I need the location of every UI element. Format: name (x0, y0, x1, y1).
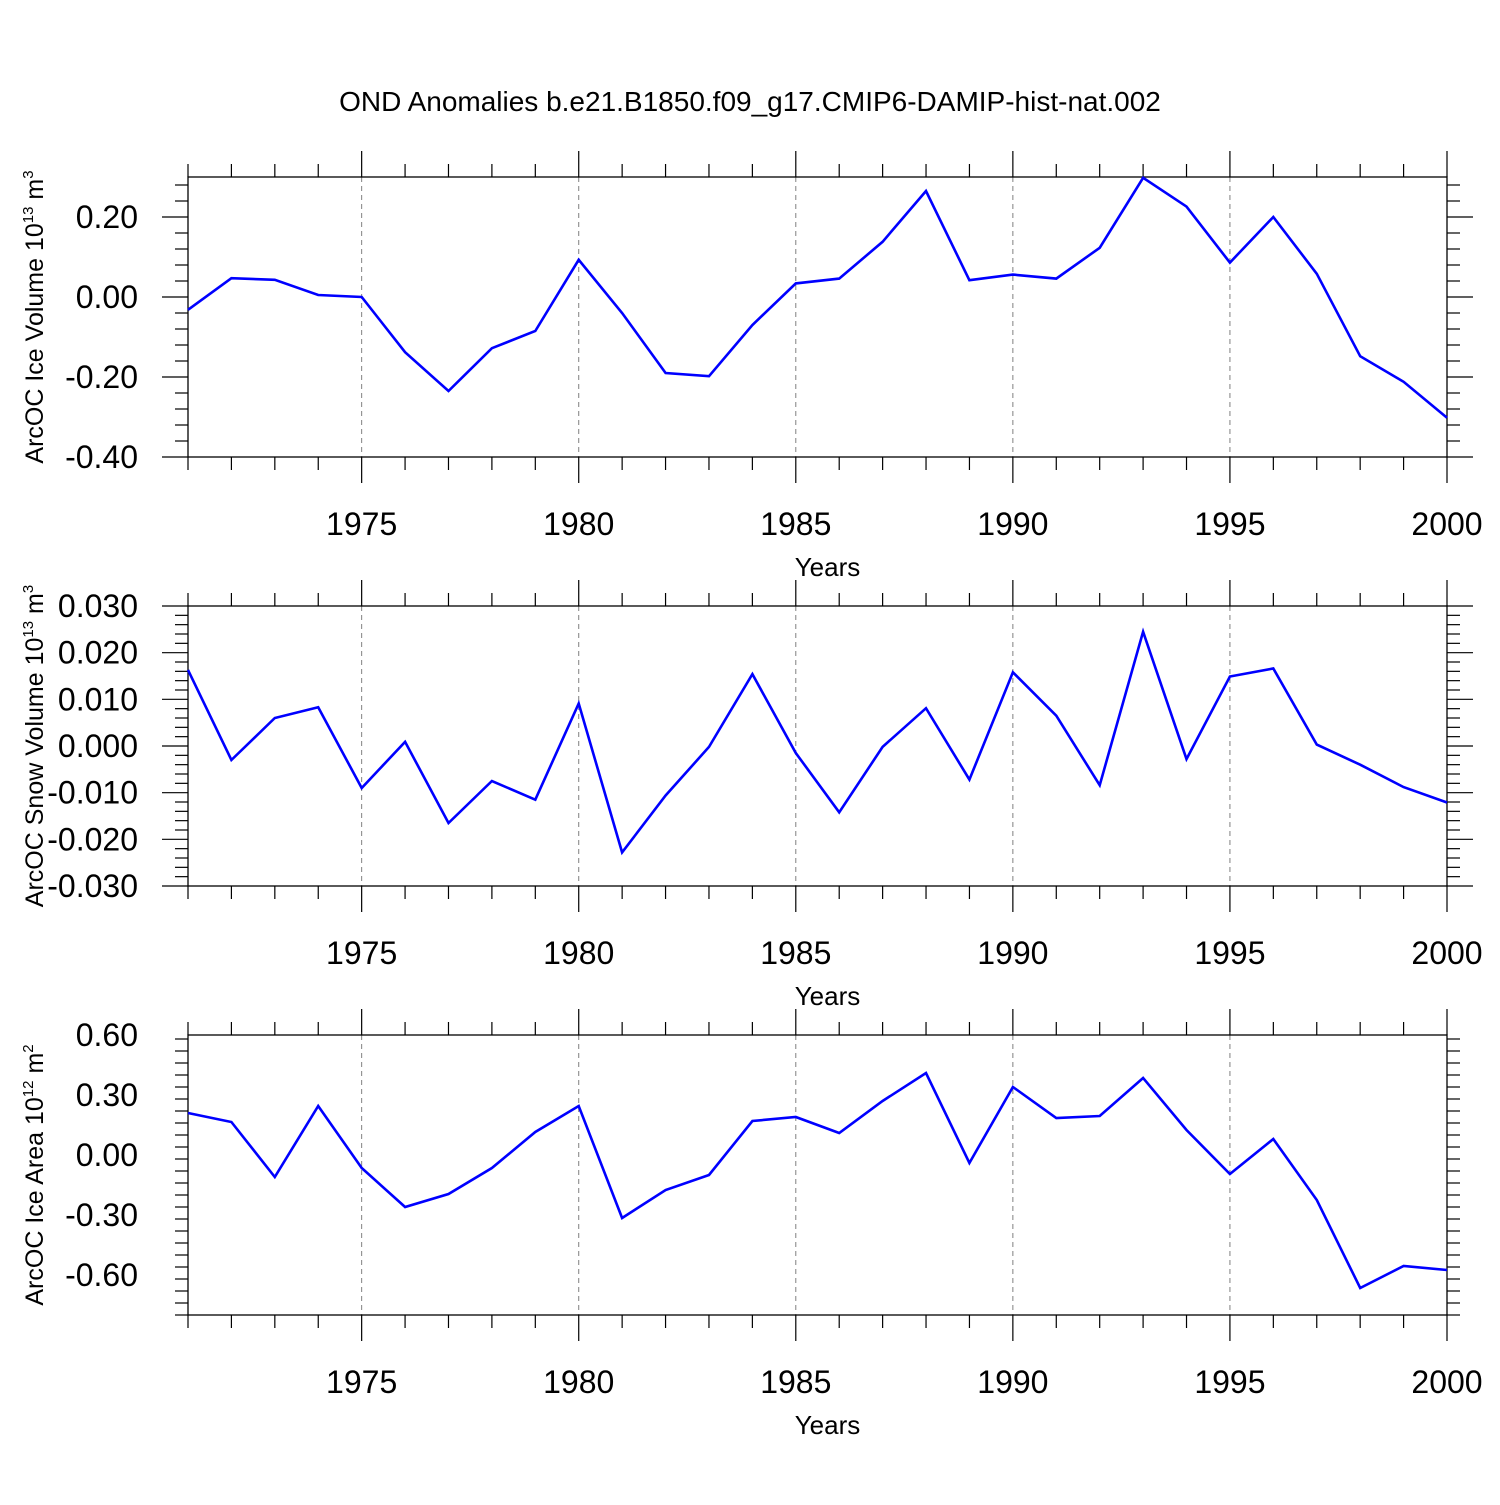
chart-title: OND Anomalies b.e21.B1850.f09_g17.CMIP6-… (339, 86, 1161, 117)
y-tick-label--0.030: -0.030 (47, 868, 138, 904)
series-line (186, 627, 1448, 856)
x-tick-label-1980: 1980 (543, 506, 614, 542)
x-tick-label-1975: 1975 (326, 935, 397, 971)
y-axis-title-exponent: 13 (20, 207, 37, 224)
y-axis-title-main: ArcOC Ice Volume 10 (21, 223, 49, 463)
x-tick-label-1995: 1995 (1194, 1364, 1265, 1400)
x-tick-label-1985: 1985 (760, 506, 831, 542)
y-axis-title: ArcOC Ice Volume 1013 m3 (20, 170, 49, 463)
y-axis-title-unit-exponent: 3 (20, 585, 37, 593)
y-tick-label-0.20: 0.20 (76, 199, 138, 235)
x-tick-label-1985: 1985 (760, 1364, 831, 1400)
x-tick-label-1995: 1995 (1194, 506, 1265, 542)
y-tick-label-0.00: 0.00 (76, 1137, 138, 1173)
x-tick-label-1975: 1975 (326, 506, 397, 542)
x-tick-label-2000: 2000 (1411, 935, 1482, 971)
series-line (187, 175, 1448, 419)
y-axis-title: ArcOC Ice Area 1012 m2 (20, 1044, 49, 1305)
x-tick-label-2000: 2000 (1411, 506, 1482, 542)
x-tick-label-1990: 1990 (977, 1364, 1048, 1400)
x-tick-label-1995: 1995 (1194, 935, 1265, 971)
panel-3: 1975 1980 1985 1990 1995 2000 Years -0.60 -0.30 0… (20, 1009, 1483, 1440)
y-tick-label--0.20: -0.20 (65, 359, 138, 395)
y-axis-title-main: ArcOC Snow Volume 10 (21, 638, 49, 908)
plot-frame (187, 176, 1448, 458)
plot-frame (187, 1034, 1448, 1316)
y-tick-label-0.30: 0.30 (76, 1077, 138, 1113)
x-axis-title: Years (795, 981, 861, 1011)
y-tick-label-0.00: 0.00 (76, 279, 138, 315)
y-tick-label--0.010: -0.010 (47, 775, 138, 811)
x-axis-title: Years (795, 1410, 861, 1440)
plot-frame (187, 605, 1448, 887)
x-tick-label-1990: 1990 (977, 506, 1048, 542)
x-tick-label-1985: 1985 (760, 935, 831, 971)
y-axis-title-exponent: 13 (20, 621, 37, 638)
y-axis-title-exponent: 12 (20, 1081, 37, 1098)
y-tick-label-0.020: 0.020 (58, 635, 138, 671)
y-tick-label--0.020: -0.020 (47, 821, 138, 857)
y-axis-title-unit: m (21, 179, 49, 207)
panel-1: 1975 1980 1985 1990 1995 2000 Years -0.40 -0.20 0… (20, 151, 1483, 582)
y-axis-title-main: ArcOC Ice Area 10 (21, 1097, 49, 1305)
y-tick-label-0.030: 0.030 (58, 588, 138, 624)
y-axis-title-unit-exponent: 2 (20, 1044, 37, 1052)
x-axis-title: Years (795, 552, 861, 582)
panel-2: 1975 1980 1985 1990 1995 2000 Years -0.030 -0.02… (20, 580, 1483, 1011)
y-tick-label-0.60: 0.60 (76, 1017, 138, 1053)
x-tick-label-1980: 1980 (543, 1364, 614, 1400)
series-line (187, 1071, 1448, 1290)
y-axis-title-unit-exponent: 3 (20, 170, 37, 178)
x-tick-label-1990: 1990 (977, 935, 1048, 971)
y-axis-title: ArcOC Snow Volume 1013 m3 (20, 585, 49, 907)
y-axis-title-unit: m (21, 593, 49, 621)
y-tick-label-0.010: 0.010 (58, 681, 138, 717)
y-tick-label-0.000: 0.000 (58, 728, 138, 764)
y-axis-title-unit: m (21, 1053, 49, 1081)
y-tick-label--0.30: -0.30 (65, 1197, 138, 1233)
y-tick-label--0.40: -0.40 (65, 439, 138, 475)
x-tick-label-1975: 1975 (326, 1364, 397, 1400)
y-tick-label--0.60: -0.60 (65, 1257, 138, 1293)
x-tick-label-1980: 1980 (543, 935, 614, 971)
x-tick-label-2000: 2000 (1411, 1364, 1482, 1400)
